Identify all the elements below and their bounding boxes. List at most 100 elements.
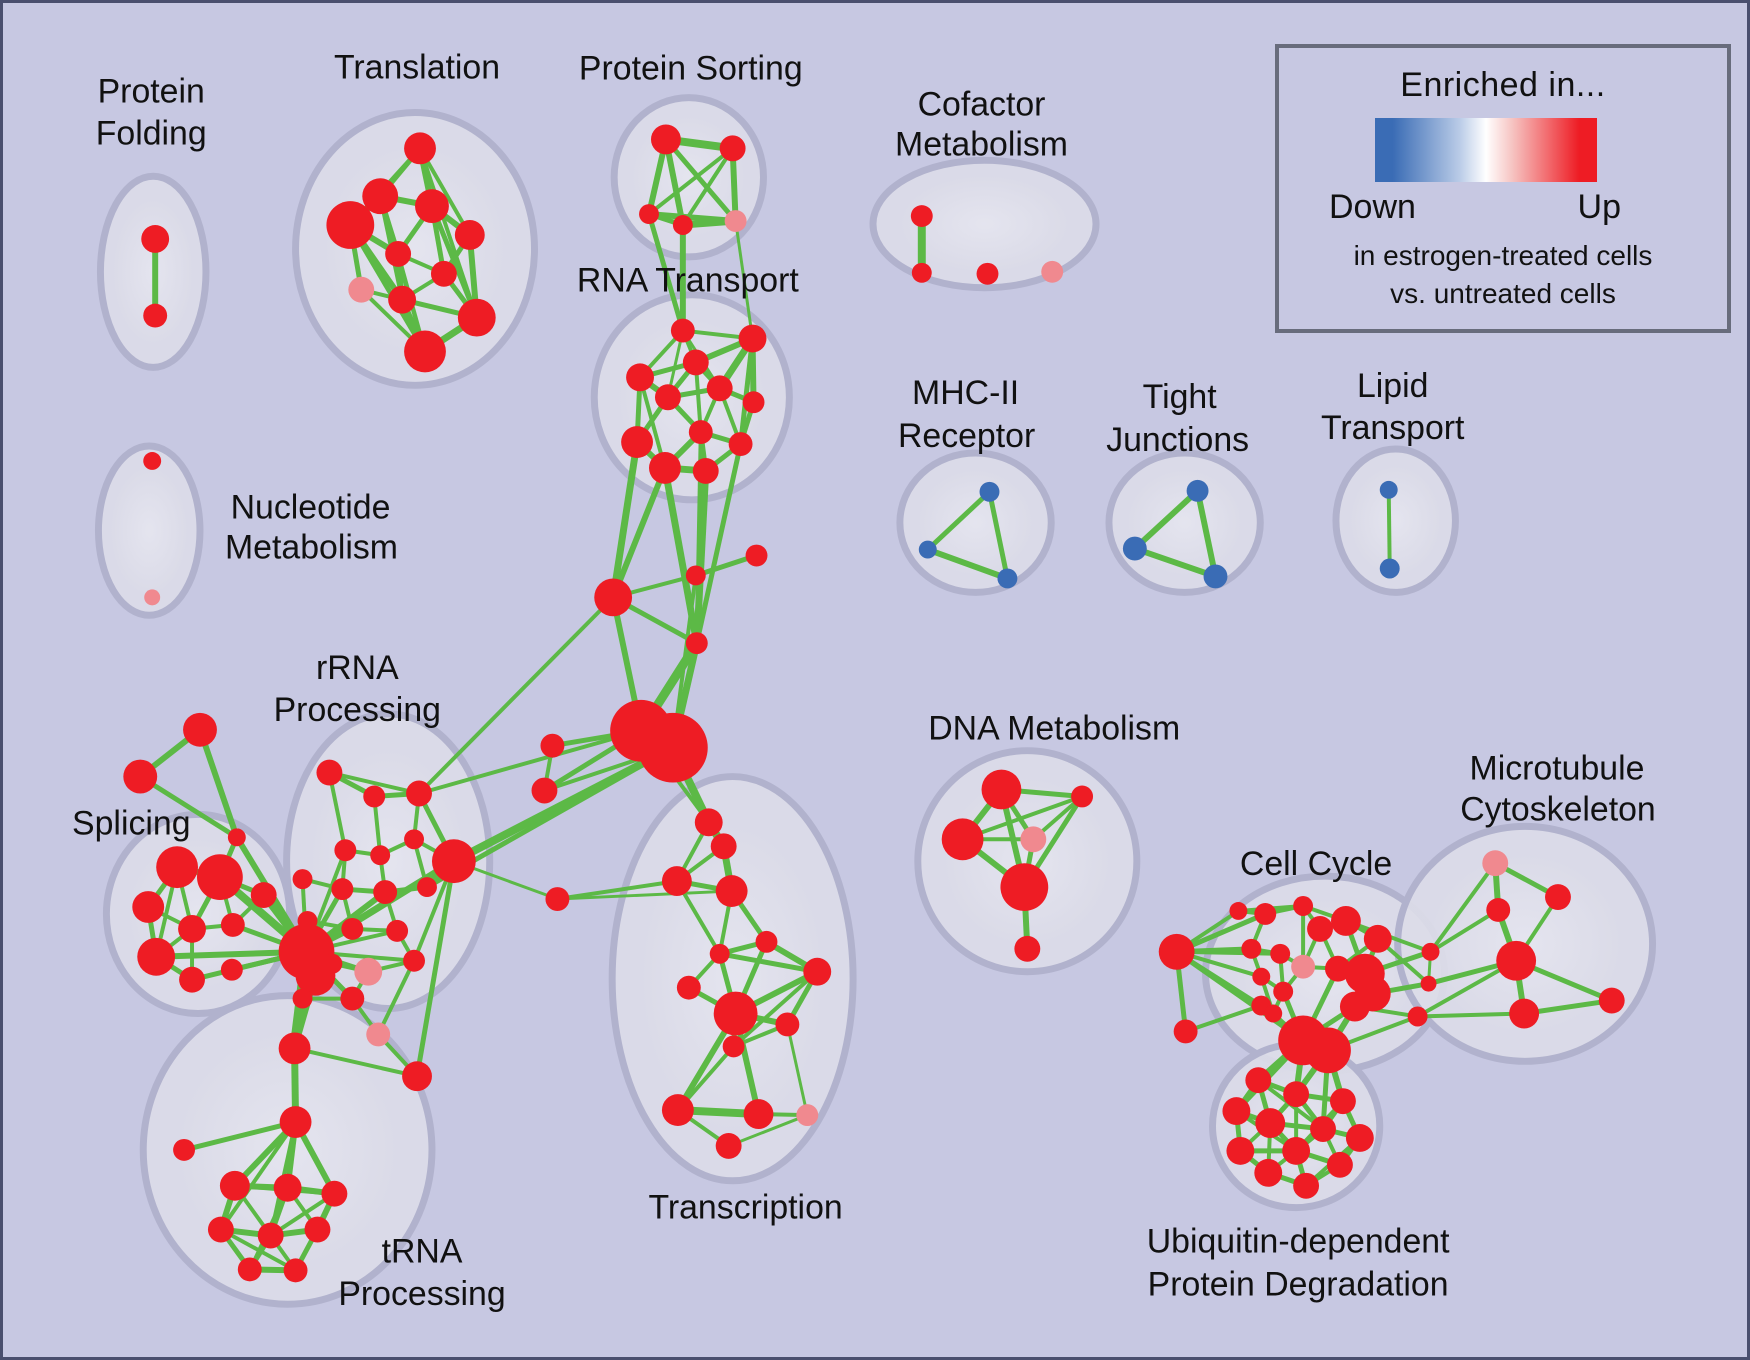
node-h4[interactable]: [257, 1222, 284, 1249]
node-cc20[interactable]: [1229, 902, 1248, 920]
node-tr10[interactable]: [404, 330, 446, 373]
node-cc4[interactable]: [1307, 915, 1333, 942]
node-b3[interactable]: [715, 1132, 742, 1159]
node-mh1[interactable]: [918, 540, 937, 559]
node-sp1[interactable]: [123, 759, 158, 794]
node-mt2[interactable]: [1486, 898, 1511, 922]
node-rr10[interactable]: [417, 877, 437, 898]
node-cc3[interactable]: [1330, 905, 1361, 936]
node-u5[interactable]: [775, 1012, 800, 1037]
node-rt7[interactable]: [688, 420, 713, 445]
node-dn3[interactable]: [1020, 826, 1047, 853]
node-mt7[interactable]: [1420, 975, 1437, 992]
node-cc9[interactable]: [1325, 955, 1351, 982]
node-ub3[interactable]: [1222, 1097, 1251, 1126]
node-ub2[interactable]: [1329, 1088, 1356, 1115]
node-lp0[interactable]: [1379, 480, 1398, 499]
node-nu0[interactable]: [143, 452, 162, 470]
node-tr8[interactable]: [388, 285, 417, 314]
node-rr13[interactable]: [386, 919, 409, 942]
node-n2[interactable]: [279, 1106, 312, 1138]
node-sp3[interactable]: [156, 846, 198, 889]
node-rr15[interactable]: [354, 957, 383, 986]
node-rr18[interactable]: [292, 988, 313, 1009]
node-rr9[interactable]: [373, 880, 398, 905]
node-pf1[interactable]: [143, 303, 168, 328]
node-h0[interactable]: [219, 1170, 250, 1201]
node-sp10[interactable]: [179, 966, 205, 993]
node-t1[interactable]: [710, 833, 737, 860]
node-mh2[interactable]: [997, 568, 1018, 589]
node-u3[interactable]: [676, 975, 701, 1000]
node-ub10[interactable]: [1254, 1158, 1283, 1187]
node-mt6[interactable]: [1421, 942, 1440, 961]
node-ub1[interactable]: [1283, 1081, 1310, 1108]
node-dn1[interactable]: [1071, 785, 1094, 808]
node-mt4[interactable]: [1509, 998, 1540, 1029]
node-sp5[interactable]: [132, 891, 165, 923]
node-sp0[interactable]: [183, 712, 217, 747]
node-rt3[interactable]: [626, 363, 654, 392]
node-ub8[interactable]: [1282, 1136, 1311, 1165]
node-rt2[interactable]: [682, 349, 709, 376]
node-h2[interactable]: [321, 1180, 348, 1207]
node-tr7[interactable]: [348, 276, 375, 303]
node-rt4[interactable]: [654, 384, 681, 411]
node-t3[interactable]: [715, 875, 748, 907]
node-rr16[interactable]: [403, 949, 425, 972]
node-cc1[interactable]: [1254, 903, 1277, 925]
node-rr17[interactable]: [340, 986, 365, 1011]
node-tr4[interactable]: [454, 220, 485, 250]
node-rt8[interactable]: [621, 426, 653, 458]
node-sp11[interactable]: [220, 958, 243, 981]
node-cc5[interactable]: [1363, 924, 1392, 953]
node-cc16[interactable]: [1264, 1004, 1283, 1023]
node-h1[interactable]: [273, 1173, 302, 1202]
node-tj2[interactable]: [1203, 564, 1228, 589]
node-cf1[interactable]: [911, 262, 932, 283]
node-rrL[interactable]: [431, 839, 476, 884]
node-rt9[interactable]: [728, 432, 753, 456]
node-rr2[interactable]: [406, 780, 432, 807]
node-l3[interactable]: [545, 887, 570, 911]
node-dn4[interactable]: [1000, 863, 1049, 911]
node-mt3[interactable]: [1496, 940, 1537, 981]
node-l2[interactable]: [531, 777, 558, 804]
node-cc19[interactable]: [1305, 1027, 1351, 1074]
node-tr9[interactable]: [457, 298, 496, 337]
node-u2[interactable]: [803, 957, 832, 986]
node-sp2[interactable]: [227, 828, 246, 847]
node-t2[interactable]: [661, 866, 692, 897]
node-rr11[interactable]: [297, 910, 318, 931]
node-b0[interactable]: [661, 1094, 694, 1127]
node-h3[interactable]: [207, 1216, 234, 1243]
node-mt1[interactable]: [1545, 884, 1571, 910]
node-rr14[interactable]: [322, 953, 343, 974]
node-mt5[interactable]: [1598, 987, 1625, 1014]
node-tj0[interactable]: [1186, 479, 1209, 502]
node-tr6[interactable]: [430, 260, 457, 287]
node-rr1[interactable]: [363, 785, 386, 808]
node-t0[interactable]: [694, 808, 723, 837]
node-u1[interactable]: [755, 930, 778, 953]
node-cc6[interactable]: [1241, 938, 1262, 959]
node-lp1[interactable]: [1379, 558, 1400, 579]
node-rt1[interactable]: [738, 324, 767, 353]
node-sp9[interactable]: [137, 937, 176, 976]
node-rr3[interactable]: [334, 839, 357, 862]
node-ps4[interactable]: [724, 210, 747, 232]
node-h6[interactable]: [237, 1257, 262, 1282]
node-cc8[interactable]: [1291, 954, 1316, 979]
node-cc0[interactable]: [1158, 933, 1195, 970]
node-tj1[interactable]: [1122, 536, 1147, 561]
node-h5[interactable]: [304, 1216, 331, 1243]
node-c3[interactable]: [745, 544, 768, 567]
node-rr20[interactable]: [402, 1061, 432, 1092]
node-ub7[interactable]: [1226, 1136, 1255, 1165]
node-ub6[interactable]: [1345, 1124, 1374, 1152]
node-ps3[interactable]: [672, 215, 693, 235]
node-m2[interactable]: [638, 712, 708, 783]
node-ub9[interactable]: [1326, 1151, 1353, 1178]
node-dn2[interactable]: [941, 818, 984, 861]
node-dn5[interactable]: [1014, 935, 1041, 962]
